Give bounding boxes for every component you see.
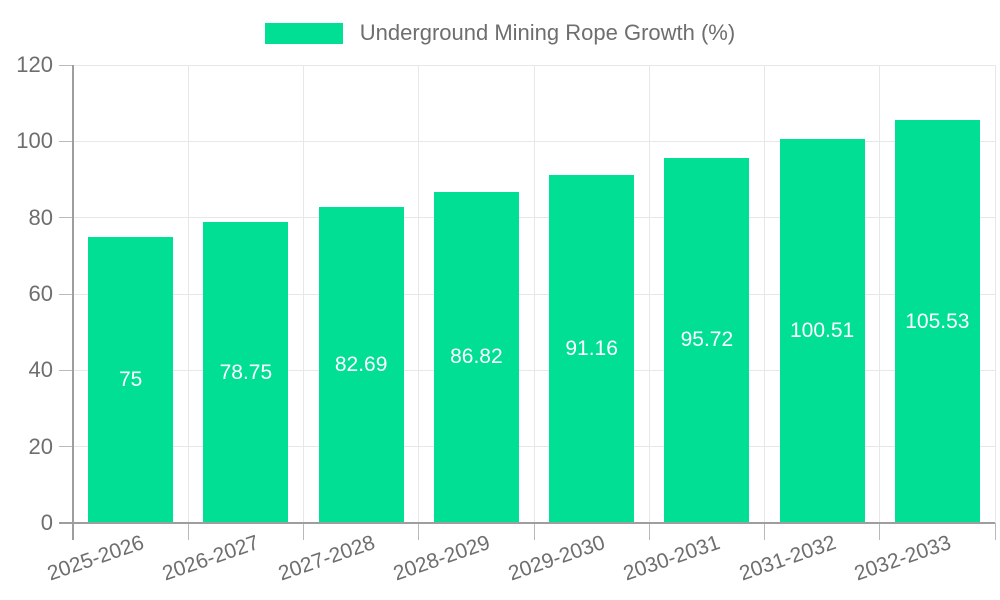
gridline-vertical (303, 65, 304, 523)
bar[interactable]: 95.72 (664, 157, 750, 523)
x-tick-mark (879, 523, 881, 540)
bar-value-label: 95.72 (680, 328, 734, 352)
y-tick-label: 0 (40, 510, 53, 535)
x-tick-mark (648, 523, 650, 540)
x-tick-label: 2026-2027 (159, 531, 263, 586)
gridline-vertical (994, 65, 996, 523)
x-tick-label: 2030-2031 (620, 531, 724, 586)
gridline-vertical (648, 65, 650, 523)
gridline-vertical (879, 65, 881, 523)
x-tick-mark (303, 523, 304, 540)
x-tick-label: 2027-2028 (275, 531, 378, 586)
legend-label: Underground Mining Rope Growth (%) (359, 20, 736, 45)
bar-value-label: 82.69 (334, 353, 388, 377)
y-axis-line (72, 65, 74, 540)
x-tick-label: 2029-2030 (505, 531, 609, 586)
legend-swatch-icon (264, 22, 343, 44)
y-tick-mark (59, 446, 73, 448)
x-tick-mark (994, 523, 996, 540)
x-axis-line (59, 522, 995, 524)
bar-value-label: 86.82 (450, 345, 503, 369)
y-tick-mark (59, 293, 73, 295)
gridline-vertical (764, 65, 765, 523)
bar[interactable]: 86.82 (433, 191, 519, 523)
bar[interactable]: 105.53 (894, 120, 980, 523)
x-tick-label: 2025-2026 (44, 531, 148, 586)
bar[interactable]: 100.51 (779, 139, 865, 523)
bar[interactable]: 82.69 (318, 207, 404, 523)
y-tick-mark (59, 217, 73, 219)
gridline-vertical (418, 65, 420, 523)
x-tick-label: 2028-2029 (390, 531, 493, 586)
legend: Underground Mining Rope Growth (%) (0, 19, 1000, 47)
bar-value-label: 91.16 (565, 337, 618, 361)
x-tick-label: 2032-2033 (851, 531, 954, 586)
y-tick-mark (59, 369, 73, 371)
y-tick-label: 80 (28, 204, 53, 230)
gridline-vertical (187, 65, 189, 523)
y-tick-mark (59, 140, 73, 142)
legend-item[interactable]: Underground Mining Rope Growth (%) (264, 19, 736, 47)
bar-value-label: 100.51 (790, 319, 855, 343)
x-tick-mark (764, 523, 765, 540)
y-tick-mark (59, 64, 73, 66)
bar-value-label: 78.75 (219, 360, 273, 384)
x-tick-mark (418, 523, 420, 540)
y-tick-label: 120 (16, 52, 53, 77)
bar-value-label: 105.53 (905, 309, 970, 333)
bar-value-label: 75 (118, 367, 143, 391)
y-tick-label: 100 (16, 128, 53, 154)
y-tick-label: 40 (28, 357, 53, 383)
x-tick-mark (533, 523, 535, 540)
y-tick-label: 20 (28, 433, 53, 459)
y-tick-label: 60 (28, 281, 53, 306)
bar[interactable]: 75 (88, 236, 174, 523)
bar[interactable]: 78.75 (203, 222, 289, 523)
x-tick-label: 2031-2032 (736, 531, 839, 586)
x-tick-mark (187, 523, 189, 540)
gridline-vertical (533, 65, 535, 523)
bar[interactable]: 91.16 (549, 175, 635, 523)
